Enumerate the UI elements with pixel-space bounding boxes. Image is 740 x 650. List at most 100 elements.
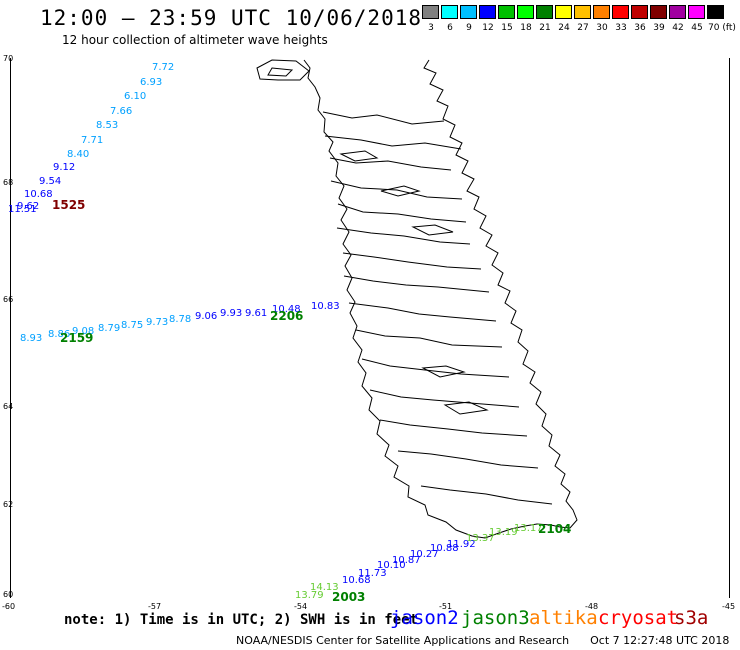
track-jason3-value-5: 8.53 (96, 120, 119, 131)
legend-label-16: 70 (ft) (708, 23, 736, 33)
track-jason3-value-6: 7.71 (81, 135, 104, 146)
legend-swatch-12 (631, 5, 648, 19)
track-southeast-value-1: 13.79 (295, 590, 324, 601)
track-southeast-value-9: 11.92 (447, 539, 476, 550)
track-jason3-value-7: 8.40 (67, 149, 90, 160)
lon-label--48: -48 (585, 602, 599, 611)
lon-label--45: -45 (722, 602, 736, 611)
legend-label-12: 36 (634, 23, 646, 33)
lat-label-66: 66 (3, 295, 14, 304)
footer-timestamp: Oct 7 12:27:48 UTC 2018 (590, 634, 730, 647)
track-jason2-time-2206: 2206 (270, 309, 304, 323)
north-island-outline (256, 59, 310, 81)
legend-label-2: 6 (447, 23, 453, 33)
track-jason2-value-9: 9.93 (220, 308, 243, 319)
lon-label--57: -57 (148, 602, 162, 611)
track-jason2-value-3: 9.08 (72, 326, 95, 337)
legend-label-9: 27 (577, 23, 589, 33)
legend-swatch-6 (517, 5, 534, 19)
lon-label--51: -51 (439, 602, 453, 611)
coastal-lake-1 (267, 67, 294, 77)
track-jason3-value-4: 7.66 (110, 106, 133, 117)
track-southeast-value-11: 13.19 (489, 527, 518, 538)
footer-note: note: 1) Time is in UTC; 2) SWH is in fe… (64, 612, 419, 628)
lon-label--54: -54 (294, 602, 308, 611)
legend-label-13: 39 (653, 23, 665, 33)
legend-label-8: 24 (558, 23, 570, 33)
west-coast-fjords (322, 111, 553, 505)
track-jason3-value-10: 10.68 (24, 189, 53, 200)
legend-swatch-11 (612, 5, 629, 19)
legend-s3a: s3a (674, 607, 709, 629)
legend-label-1: 3 (428, 23, 434, 33)
legend-jason3: jason3 (461, 607, 530, 629)
legend-swatch-13 (650, 5, 667, 19)
track-jason3-value-9: 9.54 (39, 176, 62, 187)
lon-label--60: -60 (2, 602, 16, 611)
coastal-lake-3 (380, 185, 421, 197)
track-jason2-value-8: 9.06 (195, 311, 218, 322)
track-southeast-value-5: 10.10 (377, 560, 406, 571)
track-jason2-value-1: 8.93 (20, 333, 43, 344)
lat-label-68: 68 (3, 178, 14, 187)
lat-label-62: 62 (3, 500, 14, 509)
track-southeast-value-6: 10.87 (392, 555, 421, 566)
track-southeast-value-2: 14.13 (310, 582, 339, 593)
track-jason2-value-12: 10.83 (311, 301, 340, 312)
legend-swatch-5 (498, 5, 515, 19)
legend-swatch-3 (460, 5, 477, 19)
lat-label-60: 60 (3, 590, 14, 599)
legend-cryosat: cryosat (598, 607, 679, 629)
coastal-lake-6 (443, 401, 489, 415)
track-jason3-value-11: 9.62 (17, 201, 40, 212)
chart-subtitle: 12 hour collection of altimeter wave hei… (62, 33, 328, 47)
lat-label-70: 70 (3, 54, 14, 63)
track-jason3-time-1525: 1525 (52, 198, 86, 212)
track-southeast-value-12: 13.17 (514, 523, 543, 534)
track-southeast-value-7: 10.27 (410, 549, 439, 560)
footer-credit-text: NOAA/NESDIS Center for Satellite Applica… (236, 634, 570, 647)
legend-label-3: 9 (466, 23, 472, 33)
track-southeast-value-4: 11.73 (358, 568, 387, 579)
lat-label-64: 64 (3, 402, 14, 411)
track-jason2-value-6: 9.73 (146, 317, 169, 328)
legend-label-6: 18 (520, 23, 532, 33)
legend-swatch-15 (688, 5, 705, 19)
legend-swatch-1 (422, 5, 439, 19)
track-southeast-time-2104: 2104 (538, 522, 572, 536)
legend-label-14: 42 (672, 23, 684, 33)
chart-title: 12:00 – 23:59 UTC 10/06/2018 (40, 6, 423, 30)
map-frame (10, 58, 730, 598)
track-jason3-value-2: 6.93 (140, 77, 163, 88)
legend-altika: altika (529, 607, 598, 629)
legend-label-15: 45 (691, 23, 703, 33)
legend-label-10: 30 (596, 23, 608, 33)
legend-label-11: 33 (615, 23, 627, 33)
track-southeast-value-10: 13.37 (466, 533, 495, 544)
legend-label-7: 21 (539, 23, 551, 33)
track-jason2-value-2: 8.86 (48, 329, 71, 340)
footer-credit: NOAA/NESDIS Center for Satellite Applica… (236, 634, 729, 647)
legend-swatch-16 (707, 5, 724, 19)
legend-label-4: 12 (482, 23, 494, 33)
track-jason3-value-3: 6.10 (124, 91, 147, 102)
track-jason2-value-11: 10.48 (272, 304, 301, 315)
coastal-lake-5 (421, 365, 466, 378)
legend-swatch-14 (669, 5, 686, 19)
coastal-lake-4 (411, 224, 454, 236)
legend-jason2: jason2 (390, 607, 459, 629)
legend-swatch-8 (555, 5, 572, 19)
track-southeast-time-2003: 2003 (332, 590, 366, 604)
greenland-coastline (303, 59, 578, 539)
track-jason2-value-5: 8.75 (121, 320, 144, 331)
legend-swatch-2 (441, 5, 458, 19)
track-jason3-value-1: 7.72 (152, 62, 175, 73)
wave-height-legend: 3 6 9 12 15 18 21 24 27 30 33 36 39 42 45 70 (ft) (422, 5, 736, 45)
coastal-lake-2 (339, 150, 379, 162)
track-southeast-value-3: 10.68 (342, 575, 371, 586)
legend-swatch-4 (479, 5, 496, 19)
track-jason2-value-7: 8.78 (169, 314, 192, 325)
legend-label-5: 15 (501, 23, 513, 33)
legend-swatch-7 (536, 5, 553, 19)
